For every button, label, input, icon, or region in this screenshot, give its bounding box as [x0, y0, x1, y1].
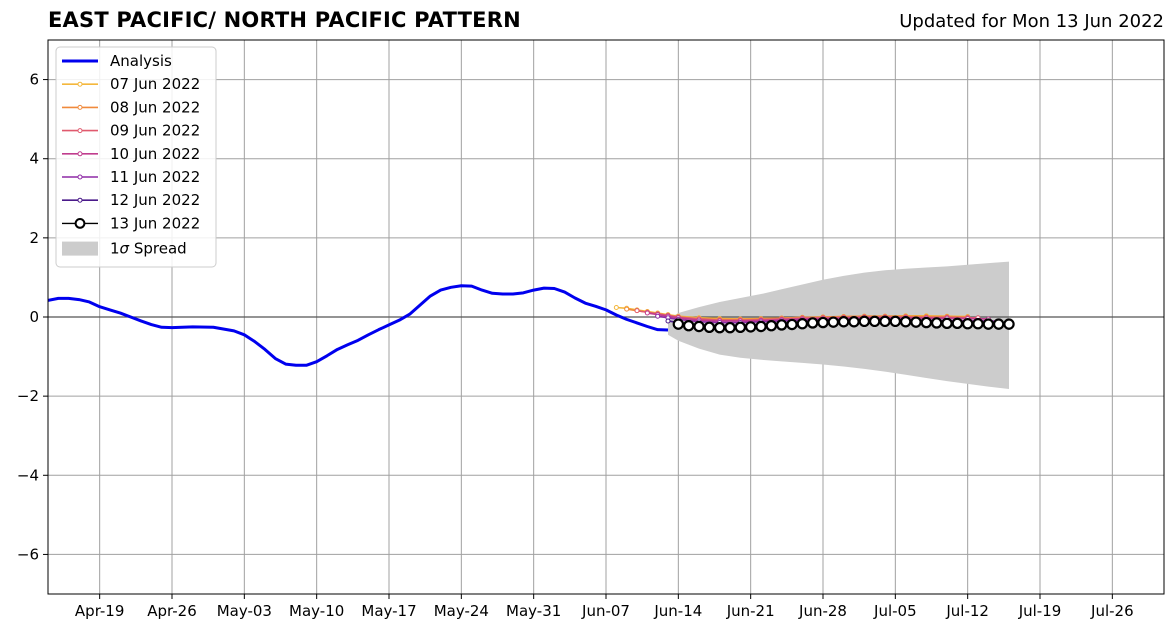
series-point: [796, 318, 809, 330]
x-tick-label: May-24: [434, 602, 489, 620]
y-tick-label: 2: [29, 229, 39, 247]
y-tick-label: −2: [17, 387, 39, 405]
series-point: [713, 321, 726, 334]
series-point: [724, 321, 736, 334]
legend-item: 10 Jun 2022: [62, 145, 200, 163]
legend-label: 09 Jun 2022: [110, 122, 200, 140]
x-tick-label: Jul-05: [873, 602, 917, 620]
series-point: [992, 318, 1005, 330]
series-point: [806, 317, 819, 329]
x-tick-label: Jun-28: [798, 602, 847, 620]
series-point: [786, 318, 798, 331]
series-7: [672, 315, 1015, 334]
series-point: [930, 317, 943, 329]
series-point: [920, 316, 933, 329]
legend-item: 12 Jun 2022: [62, 191, 200, 209]
series-point: [1003, 318, 1015, 330]
series-point: [961, 318, 974, 330]
updated-date: Updated for Mon 13 Jun 2022: [899, 11, 1164, 32]
legend-swatch-spread: [62, 241, 98, 256]
x-tick-label: Jun-07: [581, 602, 630, 620]
series-point: [672, 318, 685, 330]
legend: Analysis 07 Jun 2022 08 Jun 2022 09 Jun 202…: [55, 46, 217, 268]
y-tick-label: 6: [29, 71, 39, 89]
series-point: [734, 321, 747, 333]
legend-item: 08 Jun 2022: [62, 98, 200, 116]
series-point: [624, 306, 630, 312]
legend-swatch-marker: [77, 81, 83, 87]
series-point: [665, 318, 671, 324]
series-point: [837, 316, 850, 328]
x-tick-label: Apr-19: [75, 602, 125, 620]
spread-band: [668, 261, 1009, 390]
x-tick-label: May-17: [361, 602, 416, 620]
series-point: [775, 319, 788, 331]
series-point: [682, 320, 695, 332]
plot-content: [48, 261, 1164, 390]
y-tick-label: −6: [17, 545, 39, 563]
series-point: [817, 316, 829, 329]
legend-swatch-marker: [77, 174, 83, 180]
x-tick-label: Apr-26: [147, 602, 197, 620]
series-point: [982, 318, 995, 330]
y-tick-label: −4: [17, 466, 39, 484]
series-point: [644, 310, 650, 316]
series-point: [827, 316, 840, 328]
y-tick-label: 4: [29, 150, 39, 168]
x-tick-label: Jun-14: [653, 602, 702, 620]
legend-item: Analysis: [62, 52, 172, 70]
x-tick-label: May-31: [506, 602, 561, 620]
legend-item-spread: 1σ Spread: [62, 240, 187, 258]
legend-swatch-marker: [77, 151, 83, 157]
x-tick-label: Jun-21: [726, 602, 775, 620]
legend-box: [55, 46, 217, 268]
x-tick-label: May-10: [289, 602, 344, 620]
series-point: [868, 315, 881, 328]
x-tick-label: Jul-26: [1090, 602, 1134, 620]
legend-label: 13 Jun 2022: [110, 214, 200, 232]
legend-swatch-marker: [77, 128, 83, 134]
legend-label: 07 Jun 2022: [110, 75, 200, 93]
legend-label: 08 Jun 2022: [110, 98, 200, 116]
series-point: [848, 316, 860, 328]
series-point: [910, 316, 922, 328]
x-tick-label: May-03: [217, 602, 272, 620]
x-tick-label: Jul-12: [945, 602, 989, 620]
series-point: [879, 315, 891, 328]
series-point: [634, 308, 640, 314]
legend-item: 09 Jun 2022: [62, 122, 200, 140]
legend-item: 13 Jun 2022: [62, 214, 200, 232]
legend-item: 07 Jun 2022: [62, 75, 200, 93]
series-point: [765, 320, 778, 332]
legend-label-spread: 1σ Spread: [110, 240, 187, 258]
legend-label: 12 Jun 2022: [110, 191, 200, 209]
x-tick-label: Jul-19: [1018, 602, 1062, 620]
series-point: [889, 315, 902, 328]
legend-item: 11 Jun 2022: [62, 168, 200, 186]
series-point: [899, 316, 912, 328]
series-point: [744, 321, 757, 333]
series-point: [655, 313, 661, 319]
series-point: [755, 320, 767, 333]
series-point: [693, 320, 705, 333]
legend-swatch-marker: [77, 104, 83, 110]
legend-swatch-marker: [77, 197, 83, 203]
y-tick-label: 0: [29, 308, 39, 326]
legend-swatch-marker: [74, 218, 86, 229]
legend-label: 10 Jun 2022: [110, 145, 200, 163]
series-line-analysis: [48, 284, 669, 367]
series-point: [941, 317, 953, 330]
legend-label: 11 Jun 2022: [110, 168, 200, 186]
series-point: [613, 305, 619, 311]
series-point: [858, 315, 871, 328]
chart-title: EAST PACIFIC/ NORTH PACIFIC PATTERN: [48, 8, 521, 32]
series-point: [951, 317, 964, 330]
legend-label: Analysis: [110, 52, 172, 70]
series-point: [972, 318, 984, 330]
series-point: [703, 321, 716, 333]
series-0: [48, 284, 669, 367]
